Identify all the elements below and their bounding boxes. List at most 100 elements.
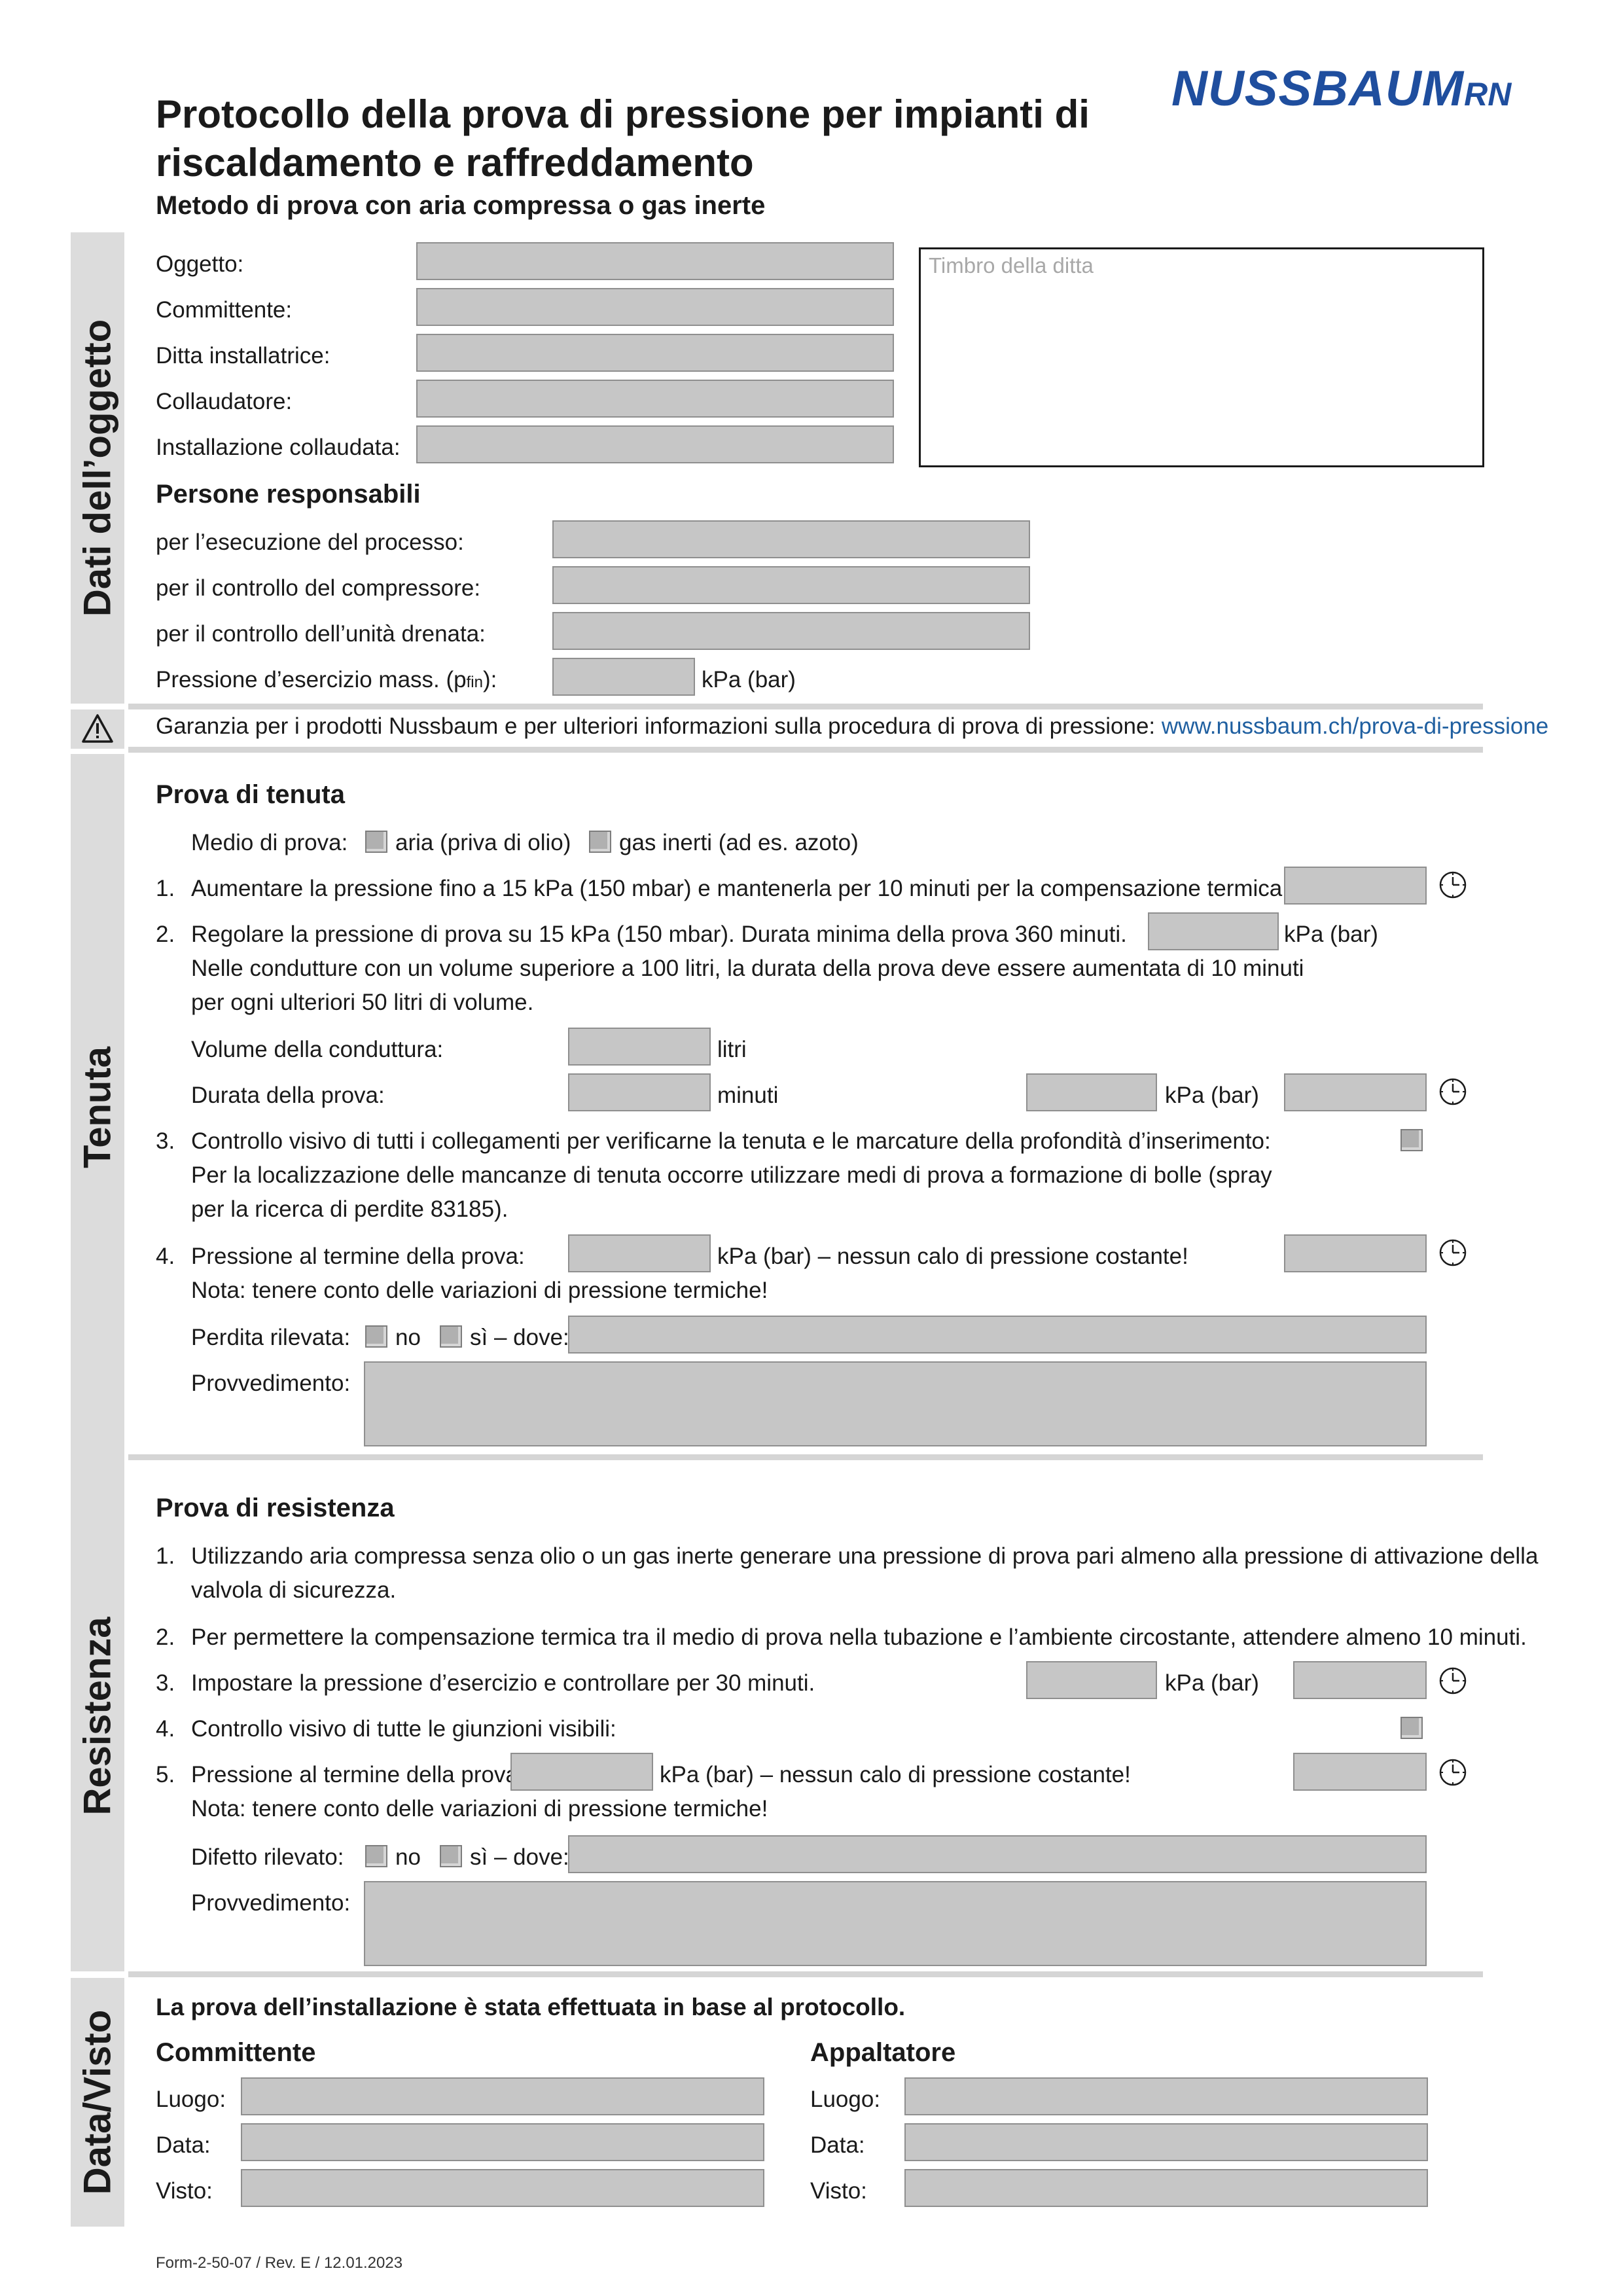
client-date-label: Data:: [156, 2132, 211, 2158]
installation-field[interactable]: [416, 425, 894, 463]
section-label-object: Dati dell’oggetto: [76, 319, 119, 617]
step-number: 1.: [156, 1543, 175, 1569]
tightness-step3-line1: Controllo visivo di tutti i collegamenti…: [191, 1128, 1271, 1154]
visual-check-checkbox[interactable]: [1400, 1129, 1423, 1151]
clock-icon: [1439, 1239, 1467, 1266]
tightness-measure-field[interactable]: [364, 1361, 1427, 1446]
field-label-inspector: Collaudatore:: [156, 389, 293, 414]
client-field[interactable]: [416, 288, 894, 326]
defect-yes-label: sì – dove:: [470, 1844, 569, 1870]
field-label-client: Committente:: [156, 297, 293, 323]
step-number: 4.: [156, 1244, 175, 1269]
section-tab-strength: Resistenza: [71, 1461, 124, 1971]
installer-field[interactable]: [416, 334, 894, 372]
medium-gas-checkbox[interactable]: [589, 831, 611, 853]
strength-step5-unit: kPa (bar) – nessun calo di pressione cos…: [660, 1762, 1131, 1787]
section-label-strength: Resistenza: [76, 1617, 119, 1816]
test-duration-pressure-field[interactable]: [1026, 1073, 1157, 1111]
clock-icon: [1439, 1078, 1467, 1105]
inspector-field[interactable]: [416, 380, 894, 418]
leak-location-field[interactable]: [568, 1316, 1427, 1354]
company-stamp-box[interactable]: Timbro della ditta: [919, 247, 1484, 467]
leak-no-label: no: [395, 1325, 421, 1350]
leak-label: Perdita rilevata:: [191, 1325, 351, 1350]
pipe-volume-field[interactable]: [568, 1028, 711, 1066]
strength-step5-time-field[interactable]: [1293, 1753, 1427, 1791]
defect-yes-checkbox[interactable]: [440, 1845, 462, 1867]
leak-yes-checkbox[interactable]: [440, 1325, 462, 1348]
max-pressure-field[interactable]: [552, 658, 695, 696]
defect-location-field[interactable]: [568, 1835, 1427, 1873]
responsible-process-field[interactable]: [552, 520, 1030, 558]
test-duration-unit: minuti: [717, 1083, 779, 1108]
title-line-1: Protocollo della prova di pressione per …: [156, 92, 1090, 136]
strength-final-pressure-field[interactable]: [510, 1753, 653, 1791]
tightness-step2-line1: Regolare la pressione di prova su 15 kPa…: [191, 922, 1127, 947]
test-duration-label: Durata della prova:: [191, 1083, 385, 1108]
section-tab-tightness: Tenuta: [71, 754, 124, 1461]
responsible-compressor-field[interactable]: [552, 566, 1030, 604]
responsible-drain-field[interactable]: [552, 612, 1030, 650]
tightness-step3-line3: per la ricerca di perdite 83185).: [191, 1196, 508, 1222]
warning-link[interactable]: www.nussbaum.ch/prova-di-pressione: [1161, 713, 1549, 739]
client-place-field[interactable]: [241, 2077, 764, 2115]
client-date-field[interactable]: [241, 2123, 764, 2161]
section-label-tightness: Tenuta: [76, 1047, 119, 1168]
defect-no-checkbox[interactable]: [365, 1845, 387, 1867]
clock-icon: [1439, 1759, 1467, 1786]
tightness-step2-line2: Nelle condutture con un volume superiore…: [191, 956, 1304, 981]
tightness-step1-time-field[interactable]: [1284, 867, 1427, 905]
leak-no-checkbox[interactable]: [365, 1325, 387, 1348]
strength-step2-text: Per permettere la compensazione termica …: [191, 1624, 1527, 1650]
tightness-final-pressure-field[interactable]: [568, 1234, 711, 1272]
strength-step4-text: Controllo visivo di tutte le giunzioni v…: [191, 1716, 616, 1742]
test-duration-field[interactable]: [568, 1073, 711, 1111]
page-subtitle: Metodo di prova con aria compressa o gas…: [156, 191, 766, 220]
strength-step1-line1: Utilizzando aria compressa senza olio o …: [191, 1543, 1539, 1569]
tightness-step2-unit: kPa (bar): [1284, 922, 1378, 947]
tightness-step2-pressure-field[interactable]: [1148, 912, 1279, 950]
step-number: 2.: [156, 922, 175, 947]
tightness-step4-unit: kPa (bar) – nessun calo di pressione cos…: [717, 1244, 1188, 1269]
pipe-volume-unit: litri: [717, 1037, 747, 1062]
divider-object: [128, 704, 1483, 709]
tightness-step1-text: Aumentare la pressione fino a 15 kPa (15…: [191, 876, 1289, 901]
clock-icon: [1439, 1667, 1467, 1695]
stamp-placeholder: Timbro della ditta: [929, 253, 1094, 278]
step-number: 2.: [156, 1624, 175, 1650]
tightness-step4-note: Nota: tenere conto delle variazioni di p…: [191, 1278, 768, 1303]
field-label-installer: Ditta installatrice:: [156, 343, 330, 368]
tightness-measure-label: Provvedimento:: [191, 1371, 351, 1396]
strength-step3-time-field[interactable]: [1293, 1661, 1427, 1699]
strength-measure-label: Provvedimento:: [191, 1890, 351, 1916]
brand-suffix: RN: [1464, 76, 1512, 113]
step-number: 4.: [156, 1716, 175, 1742]
field-label-object: Oggetto:: [156, 251, 244, 277]
joints-check-checkbox[interactable]: [1400, 1717, 1423, 1739]
tightness-step2-line3: per ogni ulteriori 50 litri di volume.: [191, 990, 534, 1015]
section-tab-object: Dati dell’oggetto: [71, 232, 124, 704]
contractor-place-field[interactable]: [904, 2077, 1428, 2115]
max-pressure-label: Pressione d’esercizio mass. (pfin):: [156, 667, 497, 692]
strength-step3-pressure-field[interactable]: [1026, 1661, 1157, 1699]
section-label-signature: Data/Visto: [76, 2009, 119, 2195]
brand-logo: NUSSBAUMRN: [1171, 60, 1511, 117]
tightness-step4-time-field[interactable]: [1284, 1234, 1427, 1272]
test-duration-pressure-unit: kPa (bar): [1165, 1083, 1259, 1108]
medium-air-label: aria (priva di olio): [395, 830, 571, 855]
test-medium-label: Medio di prova:: [191, 830, 348, 855]
tightness-step4-label: Pressione al termine della prova:: [191, 1244, 525, 1269]
test-duration-time-field[interactable]: [1284, 1073, 1427, 1111]
divider-tightness: [128, 1454, 1483, 1460]
client-visa-label: Visto:: [156, 2178, 213, 2204]
object-field[interactable]: [416, 242, 894, 280]
medium-air-checkbox[interactable]: [365, 831, 387, 853]
max-pressure-unit: kPa (bar): [702, 667, 796, 692]
client-visa-field[interactable]: [241, 2169, 764, 2207]
strength-measure-field[interactable]: [364, 1881, 1427, 1966]
contractor-visa-field[interactable]: [904, 2169, 1428, 2207]
section-tab-signature: Data/Visto: [71, 1978, 124, 2227]
contractor-date-field[interactable]: [904, 2123, 1428, 2161]
warning-triangle-icon: [82, 714, 113, 743]
pipe-volume-label: Volume della conduttura:: [191, 1037, 444, 1062]
